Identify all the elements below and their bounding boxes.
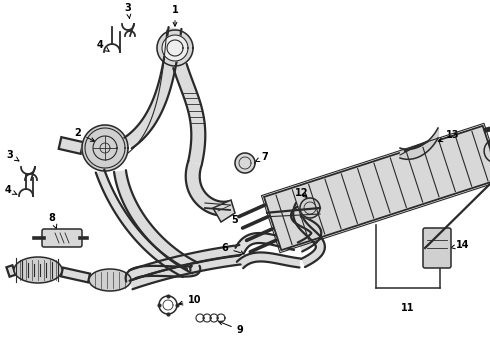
Circle shape [162, 35, 188, 61]
Circle shape [157, 30, 193, 66]
Polygon shape [264, 126, 490, 250]
Text: 13: 13 [439, 130, 460, 141]
Circle shape [235, 153, 255, 173]
Polygon shape [236, 233, 296, 252]
Text: 7: 7 [255, 152, 269, 162]
Polygon shape [61, 267, 90, 282]
Text: 9: 9 [219, 321, 244, 335]
Polygon shape [291, 207, 321, 252]
Circle shape [82, 125, 128, 171]
Text: 11: 11 [401, 303, 415, 313]
Text: 5: 5 [221, 212, 238, 225]
Polygon shape [129, 245, 241, 280]
FancyBboxPatch shape [423, 228, 451, 268]
Text: 14: 14 [451, 240, 470, 250]
Text: 1: 1 [172, 5, 178, 26]
Text: 8: 8 [49, 213, 57, 229]
Ellipse shape [89, 269, 131, 291]
Polygon shape [114, 170, 197, 273]
Text: 4: 4 [97, 40, 109, 51]
Text: 3: 3 [124, 3, 131, 19]
Polygon shape [59, 137, 83, 154]
Polygon shape [125, 266, 200, 282]
Text: 3: 3 [7, 150, 19, 161]
Polygon shape [237, 252, 300, 268]
Polygon shape [213, 200, 235, 222]
Text: 12: 12 [295, 188, 309, 198]
Ellipse shape [14, 257, 62, 283]
Polygon shape [96, 170, 187, 277]
Circle shape [300, 198, 320, 218]
FancyBboxPatch shape [42, 229, 82, 247]
Polygon shape [293, 203, 325, 267]
Polygon shape [186, 161, 232, 216]
Text: 10: 10 [179, 295, 202, 305]
Text: 4: 4 [4, 185, 17, 195]
Polygon shape [124, 27, 181, 148]
Polygon shape [6, 265, 16, 277]
Text: 6: 6 [221, 243, 245, 255]
Polygon shape [173, 64, 205, 165]
Text: 2: 2 [74, 128, 95, 141]
Polygon shape [129, 256, 241, 289]
